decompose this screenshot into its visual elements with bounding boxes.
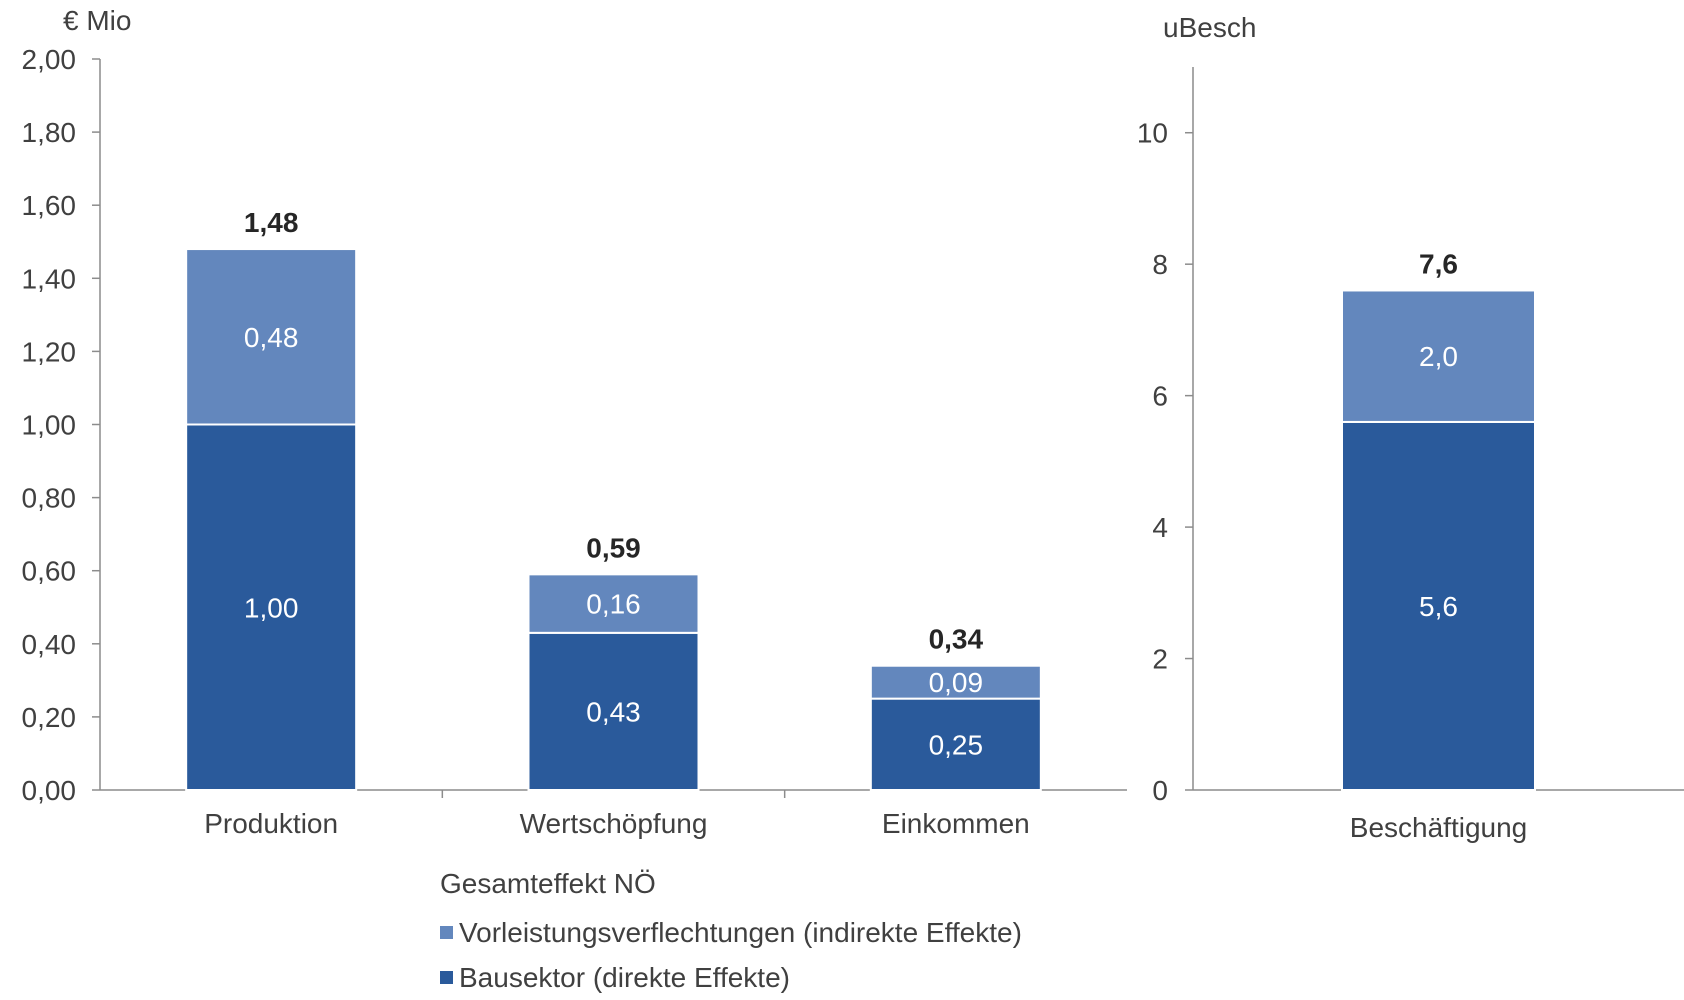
panel1-category-label: Produktion [204,808,338,839]
panel1-segment-label: 0,48 [244,322,299,353]
panel1-bar-direct [869,697,1042,791]
panel1-bar-direct [185,423,358,791]
panel1-ytick-label: 1,00 [22,410,77,441]
panel1-category-label: Einkommen [882,808,1030,839]
panel2-ytick-label: 2 [1152,644,1168,675]
panel1-ytick-label: 0,40 [22,629,77,660]
panel1-ytick-label: 2,00 [22,44,77,75]
panel1-ytick-label: 1,40 [22,263,77,294]
panel2-ytick-label: 6 [1152,381,1168,412]
panel1-bar-indirect [185,248,358,426]
panel2-ytick-label: 8 [1152,249,1168,280]
panel2-segment-label: 5,6 [1419,591,1458,622]
panel2-ytick-label: 10 [1137,118,1168,149]
panel1-category-label: Wertschöpfung [520,808,708,839]
panel1-segment-label: 0,25 [929,729,984,760]
panel1-segment-label: 0,16 [586,589,641,620]
panel2-bar-direct [1341,420,1536,791]
panel2-ytick-label: 0 [1152,775,1168,806]
legend: Gesamteffekt NÖ Vorleistungsverflechtung… [440,868,1022,1000]
panel1-bar-direct [527,631,700,792]
panel1-ytick-label: 1,80 [22,117,77,148]
panel1-ytick-label: 1,60 [22,190,77,221]
legend-swatch-direct [440,971,453,984]
legend-label-indirect: Vorleistungsverflechtungen (indirekte Ef… [459,916,1022,948]
panel1-ytick-label: 0,80 [22,483,77,514]
panel1-bar-indirect [869,664,1042,700]
panel2-ytick-label: 4 [1152,512,1168,543]
panel2-bar-indirect [1341,289,1536,423]
legend-item-indirect: Vorleistungsverflechtungen (indirekte Ef… [440,910,1022,955]
panel1-unit-label: € Mio [63,5,131,36]
panel1-segment-label: 0,43 [586,696,641,727]
panel1-bar-indirect [527,573,700,634]
panel1-segment-label: 1,00 [244,592,299,623]
panel2-category-label: Beschäftigung [1350,812,1527,843]
panel1-ytick-label: 1,20 [22,336,77,367]
panel2-total-label: 7,6 [1419,248,1458,279]
panel1-ytick-label: 0,60 [22,556,77,587]
legend-title: Gesamteffekt NÖ [440,868,656,899]
panel2-segment-label: 2,0 [1419,341,1458,372]
panel1-total-label: 0,59 [586,532,641,563]
panel1-ytick-label: 0,00 [22,775,77,806]
legend-swatch-indirect [440,926,453,939]
panel2-unit-label: uBesch [1163,12,1256,43]
legend-label-direct: Bausektor (direkte Effekte) [459,961,790,993]
panel1-total-label: 1,48 [244,207,299,238]
panel1-ytick-label: 0,20 [22,702,77,733]
panel1-total-label: 0,34 [929,624,984,655]
panel1-segment-label: 0,09 [929,667,984,698]
legend-item-direct: Bausektor (direkte Effekte) [440,955,1022,1000]
